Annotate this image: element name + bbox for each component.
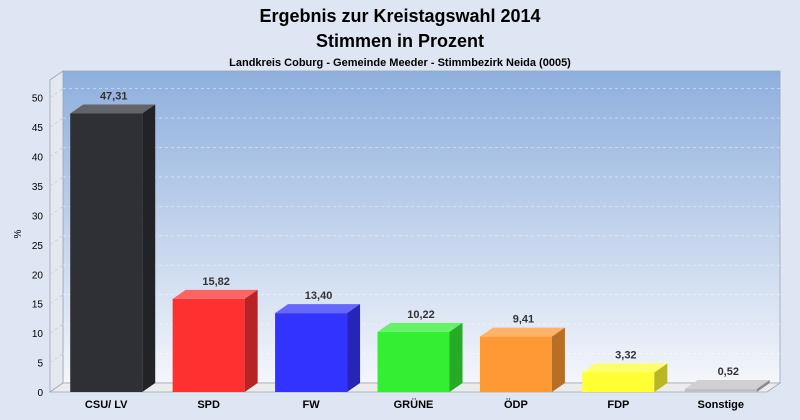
gridline-side [49, 294, 64, 305]
bar [479, 336, 552, 392]
gridline-side [49, 323, 64, 334]
bar [684, 388, 757, 392]
bar-side [449, 322, 463, 392]
bar-top [582, 363, 668, 373]
y-tick-label: 45 [32, 123, 44, 134]
bar [275, 313, 348, 392]
x-tick-label: FDP [607, 399, 629, 411]
bar [582, 372, 655, 392]
x-tick-label: Sonstige [698, 399, 744, 411]
y-tick-label: 0 [37, 388, 43, 399]
y-tick-label: 25 [32, 241, 44, 252]
chart-subtitle: Stimmen in Prozent [316, 31, 484, 51]
gridline-side [49, 353, 64, 363]
y-tick-label: 30 [32, 211, 44, 222]
bar-top [377, 322, 463, 332]
y-tick-label: 10 [32, 329, 44, 340]
x-tick-label: SPD [197, 399, 220, 411]
bar [377, 331, 450, 392]
bar-side [244, 289, 258, 392]
data-label: 15,82 [202, 276, 230, 288]
bar [70, 113, 143, 392]
gridline-side [49, 147, 64, 157]
data-label: 13,40 [305, 290, 333, 302]
bar-top [172, 289, 258, 299]
bar-top [275, 304, 361, 314]
y-tick-label: 35 [32, 182, 44, 193]
bar-side [551, 327, 565, 392]
data-label: 0,52 [718, 366, 739, 378]
y-tick-label: 40 [32, 153, 44, 164]
bar-side [142, 104, 156, 392]
plot-area: 0 5 10 15 20 25 30 35 40 45 50 47,31 CSU/ LV 15,82 SPD… [32, 70, 782, 411]
data-label: 10,22 [407, 309, 435, 321]
y-tick-label: 50 [32, 94, 44, 105]
gridline-side [49, 206, 64, 216]
gridline-side [49, 117, 64, 128]
data-label: 9,41 [513, 314, 534, 326]
data-label: 3,32 [615, 349, 636, 361]
x-tick-label: GRÜNE [394, 398, 434, 411]
x-tick-label: FW [303, 399, 321, 411]
gridline-side [49, 176, 64, 187]
chart-caption: Landkreis Coburg - Gemeinde Meeder - Sti… [229, 57, 571, 69]
gridline-side [49, 264, 64, 275]
y-tick-label: 20 [32, 270, 44, 281]
y-tick-label: 15 [32, 300, 44, 311]
y-tick-label: 5 [37, 359, 43, 370]
bar-side [756, 379, 770, 392]
data-label: 47,31 [100, 90, 128, 102]
bar-side [654, 363, 668, 392]
gridline-side [49, 235, 64, 246]
bar [172, 298, 245, 392]
gridline-side [49, 88, 64, 98]
bar-top [684, 379, 770, 389]
bar-side [347, 304, 361, 392]
bar-top [479, 327, 565, 337]
x-tick-label: ÖDP [504, 398, 528, 411]
y-axis-label: % [13, 229, 24, 238]
chart-title: Ergebnis zur Kreistagswahl 2014 [259, 6, 540, 26]
x-tick-label: CSU/ LV [85, 399, 128, 411]
bar-top [70, 104, 156, 114]
